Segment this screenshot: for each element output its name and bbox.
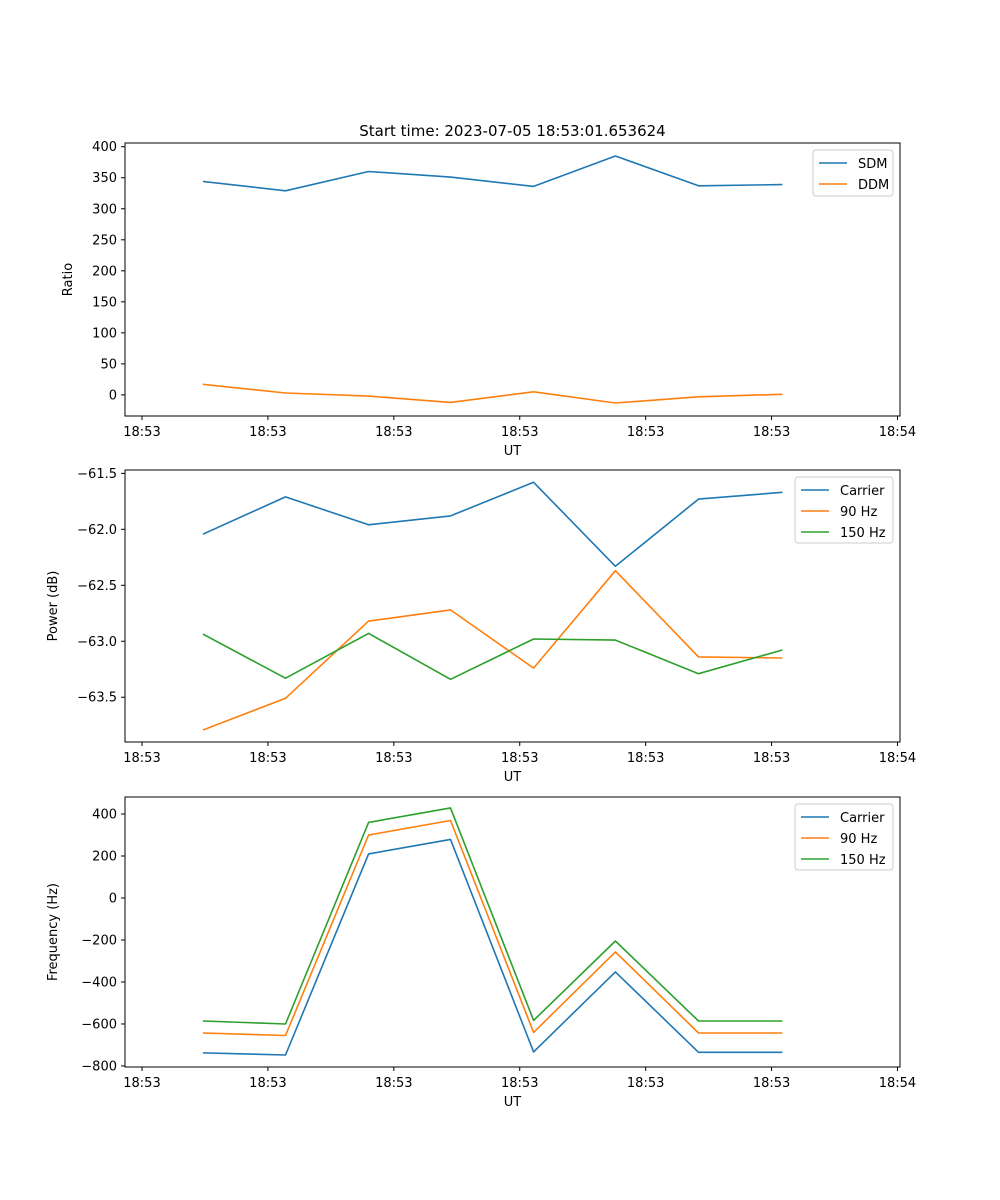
frequency-x-tick-label: 18:53 <box>501 1076 538 1091</box>
power-legend-item-carrier: Carrier <box>801 484 885 499</box>
ratio-axes-frame <box>124 142 901 417</box>
ratio-y-tick-label: 300 <box>92 202 117 217</box>
ratio-x-tick-label: 18:53 <box>627 425 664 440</box>
frequency-y-tick-label: −400 <box>81 975 117 990</box>
frequency-x-axis-label: UT <box>504 1095 522 1110</box>
power-legend: Carrier 90 Hz 150 Hz <box>794 476 894 544</box>
frequency-legend-item-150-hz: 150 Hz <box>801 853 886 868</box>
figure-title: Start time: 2023-07-05 18:53:01.653624 <box>359 122 665 140</box>
power-y-axis-label: Power (dB) <box>46 571 61 642</box>
frequency-legend-box <box>794 803 894 871</box>
power-y-tick-label: −61.5 <box>77 467 117 482</box>
frequency-y-tick-label: 0 <box>109 891 117 906</box>
frequency-y-tick-label: −600 <box>81 1017 117 1032</box>
frequency-y-tick-label: −800 <box>81 1059 117 1074</box>
power-legend-item-90-hz: 90 Hz <box>801 505 877 520</box>
ratio-x-tick-label: 18:53 <box>753 425 790 440</box>
frequency-x-tick-label: 18:53 <box>627 1076 664 1091</box>
ratio-x-tick-label: 18:53 <box>375 425 412 440</box>
frequency-legend-item-90-hz: 90 Hz <box>801 832 877 847</box>
power-chart: 18:53 18:53 18:53 18:53 18:53 18:53 18:54 −63.5… <box>46 467 916 785</box>
frequency-y-tick-label: 400 <box>92 808 117 823</box>
ratio-y-tick-label: 100 <box>92 326 117 341</box>
power-axes-frame <box>124 469 901 743</box>
ratio-legend-item-sdm: SDM <box>819 157 887 172</box>
frequency-x-tick-label: 18:54 <box>879 1076 916 1091</box>
ratio-x-tick-label: 18:53 <box>123 425 160 440</box>
ratio-y-tick-label: 150 <box>92 295 117 310</box>
power-legend-label-carrier: Carrier <box>840 484 885 499</box>
power-x-tick-label: 18:53 <box>249 751 286 766</box>
ratio-x-tick-label: 18:54 <box>879 425 916 440</box>
ratio-y-tick-label: 400 <box>92 140 117 155</box>
ratio-legend-label-sdm: SDM <box>858 157 887 172</box>
frequency-legend-label-90-hz: 90 Hz <box>840 832 877 847</box>
power-x-tick-label: 18:53 <box>627 751 664 766</box>
ratio-chart: 18:53 18:53 18:53 18:53 18:53 18:53 18:54 0 50 10… <box>61 140 916 459</box>
frequency-y-tick-label: −200 <box>81 933 117 948</box>
frequency-x-tick-label: 18:53 <box>375 1076 412 1091</box>
ratio-y-tick-label: 200 <box>92 264 117 279</box>
frequency-series-90-hz-line <box>202 819 783 1037</box>
ratio-x-tick-label: 18:53 <box>501 425 538 440</box>
frequency-x-tick-label: 18:53 <box>123 1076 160 1091</box>
power-x-tick-label: 18:53 <box>123 751 160 766</box>
frequency-series-carrier-line <box>202 838 783 1056</box>
ratio-series-ddm-line <box>202 383 783 404</box>
frequency-x-tick-label: 18:53 <box>753 1076 790 1091</box>
frequency-y-tick-label: 200 <box>92 849 117 864</box>
power-series-150-hz-line <box>202 632 783 681</box>
power-legend-label-90-hz: 90 Hz <box>840 505 877 520</box>
ratio-y-tick-label: 250 <box>92 233 117 248</box>
ratio-y-tick-label: 350 <box>92 171 117 186</box>
power-x-tick-label: 18:53 <box>375 751 412 766</box>
power-x-tick-label: 18:53 <box>501 751 538 766</box>
ratio-legend-label-ddm: DDM <box>858 178 889 193</box>
frequency-axes-frame <box>124 796 901 1068</box>
frequency-x-tick-label: 18:53 <box>249 1076 286 1091</box>
ratio-x-tick-label: 18:53 <box>249 425 286 440</box>
power-series-carrier-line <box>202 481 783 568</box>
power-legend-box <box>794 476 894 544</box>
ratio-legend-item-ddm: DDM <box>819 178 889 193</box>
ratio-y-tick-label: 50 <box>100 357 117 372</box>
ratio-y-tick-label: 0 <box>109 388 117 403</box>
ratio-legend: SDM DDM <box>812 149 894 197</box>
frequency-legend-item-carrier: Carrier <box>801 811 885 826</box>
ratio-y-axis-label: Ratio <box>61 263 76 296</box>
power-y-tick-label: −63.0 <box>77 635 117 650</box>
frequency-legend: Carrier 90 Hz 150 Hz <box>794 803 894 871</box>
power-legend-label-150-hz: 150 Hz <box>840 526 886 541</box>
power-x-axis-label: UT <box>504 770 522 785</box>
frequency-y-axis-label: Frequency (Hz) <box>46 883 61 981</box>
frequency-legend-label-carrier: Carrier <box>840 811 885 826</box>
power-y-tick-label: −63.5 <box>77 691 117 706</box>
frequency-chart: 18:53 18:53 18:53 18:53 18:53 18:53 18:54 −800 −… <box>46 796 916 1110</box>
ratio-x-axis-label: UT <box>504 444 522 459</box>
frequency-series-150-hz-line <box>202 807 783 1025</box>
ratio-series-sdm-line <box>202 155 783 192</box>
power-x-tick-label: 18:54 <box>879 751 916 766</box>
power-y-tick-label: −62.0 <box>77 523 117 538</box>
frequency-legend-label-150-hz: 150 Hz <box>840 853 886 868</box>
power-y-tick-label: −62.5 <box>77 579 117 594</box>
power-series-90-hz-line <box>202 569 783 731</box>
power-legend-item-150-hz: 150 Hz <box>801 526 886 541</box>
power-x-tick-label: 18:53 <box>753 751 790 766</box>
